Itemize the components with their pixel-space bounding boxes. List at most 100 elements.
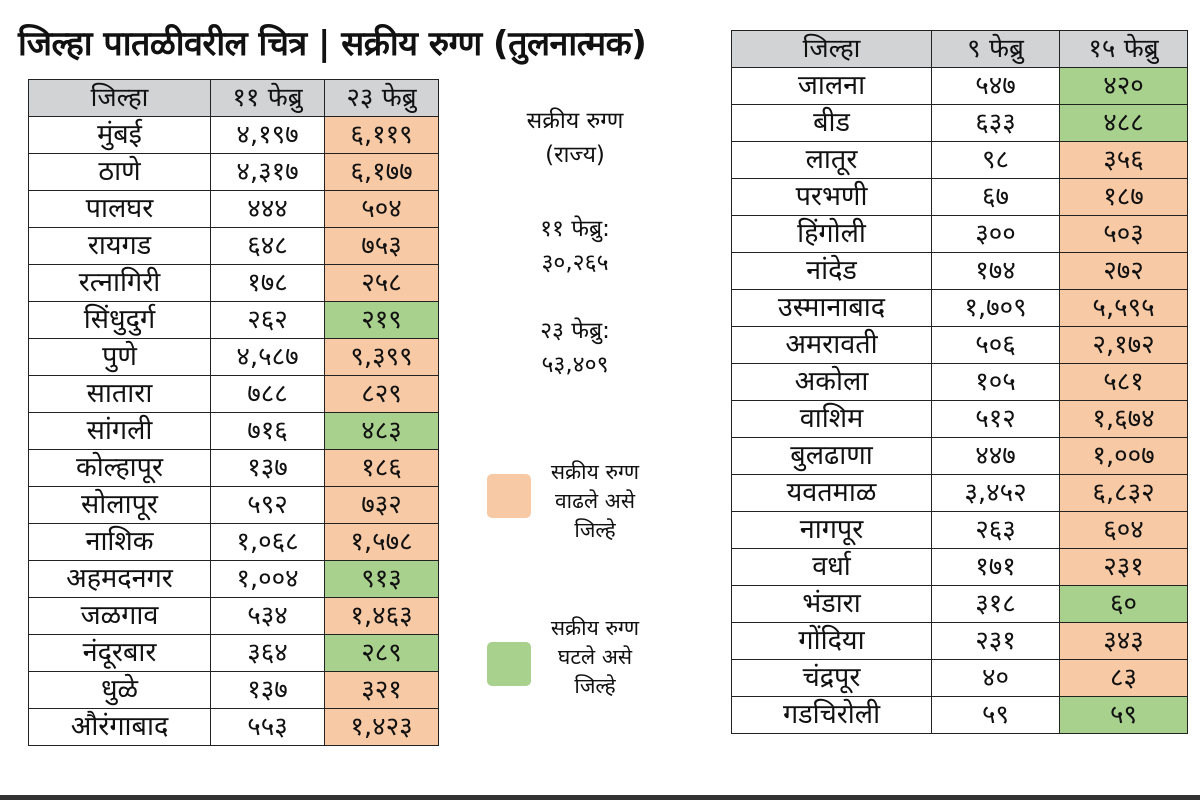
- earlier-count-cell: १,०६८: [210, 523, 325, 561]
- state-summary-date-1: ११ फेब्रु: ३०,२६५: [470, 212, 680, 280]
- district-name-cell: लातूर: [731, 141, 932, 179]
- district-name-cell: औरंगाबाद: [28, 708, 211, 746]
- right-table-body: जालना ५४७ ४२० बीड ६३३ ४८८ लातूर ९८ ३५६ परभणी ६७ १८७…: [731, 67, 1188, 734]
- later-count-cell: ७३२: [324, 486, 439, 524]
- table-row: सांगली ७१६ ४८३: [28, 412, 439, 450]
- page-title: जिल्हा पातळीवरील चित्र | सक्रीय रुग्ण (त…: [18, 24, 647, 64]
- summary-date-1-value: ३०,२६५: [541, 250, 609, 276]
- later-count-cell: १,४२३: [324, 708, 439, 746]
- district-name-cell: नाशिक: [28, 523, 211, 561]
- column-header-date-1: ९ फेब्रु: [931, 30, 1060, 68]
- column-header-date-2: २३ फेब्रु: [324, 79, 439, 117]
- table-row: बुलढाणा ४४७ १,००७: [731, 437, 1188, 475]
- table-row: यवतमाळ ३,४५२ ६,८३२: [731, 474, 1188, 512]
- state-summary-heading: सक्रीय रुग्ण (राज्य): [470, 104, 680, 172]
- column-header-date-1: ११ फेब्रु: [210, 79, 325, 117]
- district-name-cell: ठाणे: [28, 153, 211, 191]
- earlier-count-cell: ५०६: [931, 326, 1060, 364]
- district-name-cell: बुलढाणा: [731, 437, 932, 475]
- table-row: भंडारा ३१८ ६०: [731, 585, 1188, 623]
- district-name-cell: उस्मानाबाद: [731, 289, 932, 327]
- table-row: गोंदिया २३१ ३४३: [731, 622, 1188, 660]
- summary-heading-line-2: (राज्य): [545, 142, 605, 168]
- later-count-cell: ३२१: [324, 671, 439, 709]
- earlier-count-cell: ५४७: [931, 67, 1060, 105]
- summary-date-1-label: ११ फेब्रु:: [540, 216, 610, 242]
- district-name-cell: गोंदिया: [731, 622, 932, 660]
- later-count-cell: ५८१: [1059, 363, 1188, 401]
- earlier-count-cell: १७४: [931, 252, 1060, 290]
- legend-increase-label: सक्रीय रुग्ण वाढले असे जिल्हे: [540, 458, 650, 545]
- legend-increase-line-2: वाढले असे: [554, 489, 636, 513]
- table-row: चंद्रपूर ४० ८३: [731, 659, 1188, 697]
- earlier-count-cell: १३७: [210, 449, 325, 487]
- earlier-count-cell: ६७: [931, 178, 1060, 216]
- district-name-cell: अमरावती: [731, 326, 932, 364]
- district-name-cell: नंदूरबार: [28, 634, 211, 672]
- table-row: धुळे १३७ ३२१: [28, 671, 439, 709]
- legend-decrease-line-2: घटले असे: [557, 645, 633, 669]
- district-name-cell: भंडारा: [731, 585, 932, 623]
- summary-heading-line-1: सक्रीय रुग्ण: [526, 108, 624, 134]
- district-name-cell: जळगाव: [28, 597, 211, 635]
- district-name-cell: सिंधुदुर्ग: [28, 301, 211, 339]
- later-count-cell: ६,१७७: [324, 153, 439, 191]
- earlier-count-cell: ५३४: [210, 597, 325, 635]
- district-name-cell: चंद्रपूर: [731, 659, 932, 697]
- later-count-cell: १,४६३: [324, 597, 439, 635]
- district-name-cell: परभणी: [731, 178, 932, 216]
- table-row: अकोला १०५ ५८१: [731, 363, 1188, 401]
- later-count-cell: २,१७२: [1059, 326, 1188, 364]
- district-name-cell: गडचिरोली: [731, 696, 932, 734]
- table-header-row: जिल्हा ९ फेब्रु १५ फेब्रु: [731, 30, 1188, 68]
- earlier-count-cell: १७८: [210, 264, 325, 302]
- table-row: परभणी ६७ १८७: [731, 178, 1188, 216]
- legend-decrease-line-3: जिल्हे: [574, 674, 616, 698]
- later-count-cell: १,६७४: [1059, 400, 1188, 438]
- table-row: लातूर ९८ ३५६: [731, 141, 1188, 179]
- later-count-cell: ६,८३२: [1059, 474, 1188, 512]
- earlier-count-cell: ४,३१७: [210, 153, 325, 191]
- table-row: औरंगाबाद ५५३ १,४२३: [28, 708, 439, 746]
- table-row: जालना ५४७ ४२०: [731, 67, 1188, 105]
- district-name-cell: रायगड: [28, 227, 211, 265]
- later-count-cell: ५,५९५: [1059, 289, 1188, 327]
- district-name-cell: धुळे: [28, 671, 211, 709]
- earlier-count-cell: १,७०९: [931, 289, 1060, 327]
- right-district-table: जिल्हा ९ फेब्रु १५ फेब्रु जालना ५४७ ४२० बीड…: [731, 30, 1188, 734]
- state-summary-date-2: २३ फेब्रु: ५३,४०९: [470, 314, 680, 382]
- left-district-table: जिल्हा ११ फेब्रु २३ फेब्रु मुंबई ४,१९७ ६,१…: [28, 79, 439, 746]
- later-count-cell: ९१३: [324, 560, 439, 598]
- earlier-count-cell: १७१: [931, 548, 1060, 586]
- column-header-date-2: १५ फेब्रु: [1059, 30, 1188, 68]
- earlier-count-cell: २६२: [210, 301, 325, 339]
- earlier-count-cell: ९८: [931, 141, 1060, 179]
- district-name-cell: बीड: [731, 104, 932, 142]
- table-row: उस्मानाबाद १,७०९ ५,५९५: [731, 289, 1188, 327]
- district-name-cell: यवतमाळ: [731, 474, 932, 512]
- table-row: रत्नागिरी १७८ २५८: [28, 264, 439, 302]
- later-count-cell: ४८८: [1059, 104, 1188, 142]
- earlier-count-cell: ३६४: [210, 634, 325, 672]
- district-name-cell: नागपूर: [731, 511, 932, 549]
- table-header-row: जिल्हा ११ फेब्रु २३ फेब्रु: [28, 79, 439, 117]
- district-name-cell: वर्धा: [731, 548, 932, 586]
- legend-increase-line-3: जिल्हे: [574, 518, 616, 542]
- later-count-cell: ३५६: [1059, 141, 1188, 179]
- bottom-divider: [0, 795, 1200, 800]
- later-count-cell: ५९: [1059, 696, 1188, 734]
- earlier-count-cell: ५९: [931, 696, 1060, 734]
- district-name-cell: पालघर: [28, 190, 211, 228]
- table-row: नागपूर २६३ ६०४: [731, 511, 1188, 549]
- later-count-cell: ७५३: [324, 227, 439, 265]
- table-row: वाशिम ५१२ १,६७४: [731, 400, 1188, 438]
- district-name-cell: अकोला: [731, 363, 932, 401]
- district-name-cell: जालना: [731, 67, 932, 105]
- column-header-district: जिल्हा: [731, 30, 932, 68]
- earlier-count-cell: ७८८: [210, 375, 325, 413]
- district-name-cell: सातारा: [28, 375, 211, 413]
- later-count-cell: ४८३: [324, 412, 439, 450]
- legend-increase-line-1: सक्रीय रुग्ण: [550, 460, 640, 484]
- earlier-count-cell: ५५३: [210, 708, 325, 746]
- table-row: अहमदनगर १,००४ ९१३: [28, 560, 439, 598]
